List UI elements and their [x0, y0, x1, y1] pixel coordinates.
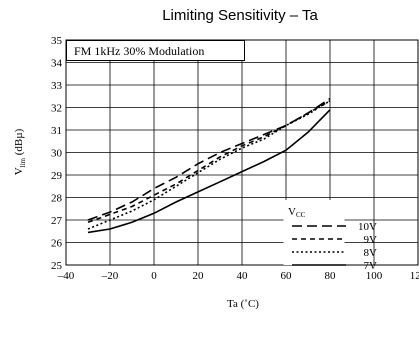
x-tick-label: 60: [281, 270, 293, 282]
y-tick-label: 35: [51, 35, 63, 47]
legend-label-9v: 9V: [364, 234, 378, 246]
axis-ticks: –40 –20 0 20 40 60 80 100 120 25 26 27 28 29 30 31 32 33 3…: [51, 35, 419, 282]
y-tick-label: 28: [51, 193, 63, 205]
y-tick-label: 34: [51, 58, 63, 70]
series-line-8v: [87, 100, 331, 230]
y-label-subscript: lim: [19, 157, 27, 167]
grid-lines: [66, 40, 418, 265]
x-tick-label: 120: [410, 270, 419, 282]
legend-label-7v: 7V: [364, 260, 378, 272]
series-layer: [87, 97, 331, 234]
legend-title-subscript: CC: [296, 211, 306, 219]
chart-title: Limiting Sensitivity – Ta: [162, 7, 318, 24]
legend-background: [283, 200, 345, 265]
legend-label-8v: 8V: [364, 247, 378, 259]
y-tick-label: 26: [51, 238, 63, 250]
x-tick-label: –40: [57, 270, 75, 282]
legend-title: VCC: [288, 206, 306, 219]
y-label-unit: (dBµ): [13, 128, 25, 158]
annotation-text: FM 1kHz 30% Modulation: [74, 44, 204, 58]
series-line-9v: [87, 100, 331, 224]
x-tick-label: –20: [101, 270, 119, 282]
x-tick-label: 100: [366, 270, 383, 282]
legend-title-main: V: [288, 206, 296, 218]
y-axis-label: Vlim (dBµ): [13, 128, 27, 175]
y-tick-label: 29: [51, 170, 63, 182]
y-tick-label: 31: [51, 125, 62, 137]
legend-label-10v: 10V: [358, 221, 377, 233]
x-tick-label: 0: [151, 270, 157, 282]
y-tick-label: 27: [51, 215, 63, 227]
y-label-main: V: [13, 167, 25, 175]
y-tick-label: 30: [51, 148, 63, 160]
y-tick-label: 33: [51, 80, 63, 92]
series-line-10v: [87, 97, 331, 221]
y-tick-label: 32: [51, 103, 62, 115]
x-tick-label: 80: [325, 270, 337, 282]
x-tick-label: 40: [237, 270, 249, 282]
y-tick-label: 25: [51, 260, 63, 272]
series-line-7v: [87, 109, 331, 234]
x-tick-label: 20: [193, 270, 205, 282]
annotation-box: [66, 40, 245, 61]
x-axis-label: Ta (˚C): [227, 298, 259, 310]
